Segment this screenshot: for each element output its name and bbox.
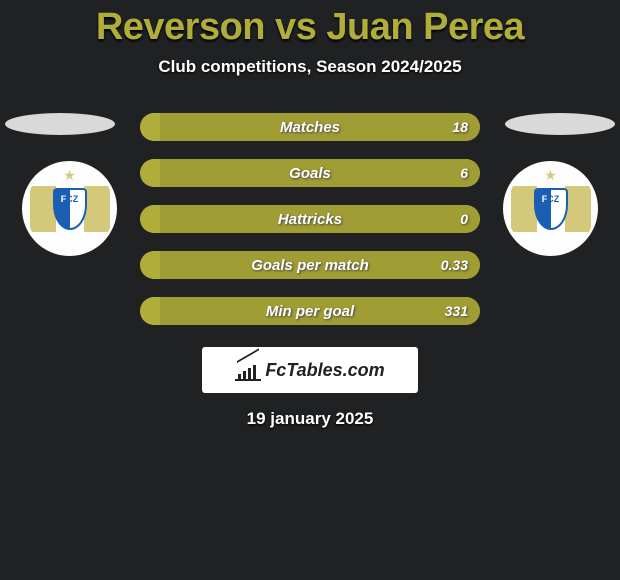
page-title: Reverson vs Juan Perea [0, 0, 620, 49]
stat-label: Min per goal [140, 297, 480, 325]
stat-label: Goals per match [140, 251, 480, 279]
stat-label: Goals [140, 159, 480, 187]
comparison-stage: ★ FCZ ★ FCZ Matches18 Goals6 Hattricks0 Goa… [0, 113, 620, 325]
player-shadow-right [505, 113, 615, 135]
stat-value-right: 0.33 [441, 251, 468, 279]
club-badge-left: ★ FCZ [22, 161, 117, 256]
fcz-logo-icon: ★ FCZ [515, 173, 587, 245]
stat-value-right: 18 [452, 113, 468, 141]
player-shadow-left [5, 113, 115, 135]
stat-value-right: 331 [445, 297, 468, 325]
branding-box: FcTables.com [202, 347, 418, 393]
stat-row: Min per goal331 [140, 297, 480, 325]
stat-value-right: 0 [460, 205, 468, 233]
branding-text: FcTables.com [265, 360, 384, 381]
lion-right-icon [84, 186, 110, 232]
shield-icon: FCZ [534, 188, 568, 230]
stat-row: Goals6 [140, 159, 480, 187]
club-badge-right: ★ FCZ [503, 161, 598, 256]
chart-icon [235, 359, 261, 381]
lion-right-icon [565, 186, 591, 232]
stat-row: Goals per match0.33 [140, 251, 480, 279]
stat-label: Hattricks [140, 205, 480, 233]
fcz-logo-icon: ★ FCZ [34, 173, 106, 245]
stat-value-right: 6 [460, 159, 468, 187]
star-icon: ★ [63, 167, 76, 184]
season-subtitle: Club competitions, Season 2024/2025 [0, 57, 620, 77]
stat-row: Hattricks0 [140, 205, 480, 233]
stat-label: Matches [140, 113, 480, 141]
shield-icon: FCZ [53, 188, 87, 230]
stat-row: Matches18 [140, 113, 480, 141]
star-icon: ★ [544, 167, 557, 184]
stat-rows: Matches18 Goals6 Hattricks0 Goals per match… [140, 113, 480, 325]
date-text: 19 january 2025 [0, 409, 620, 429]
